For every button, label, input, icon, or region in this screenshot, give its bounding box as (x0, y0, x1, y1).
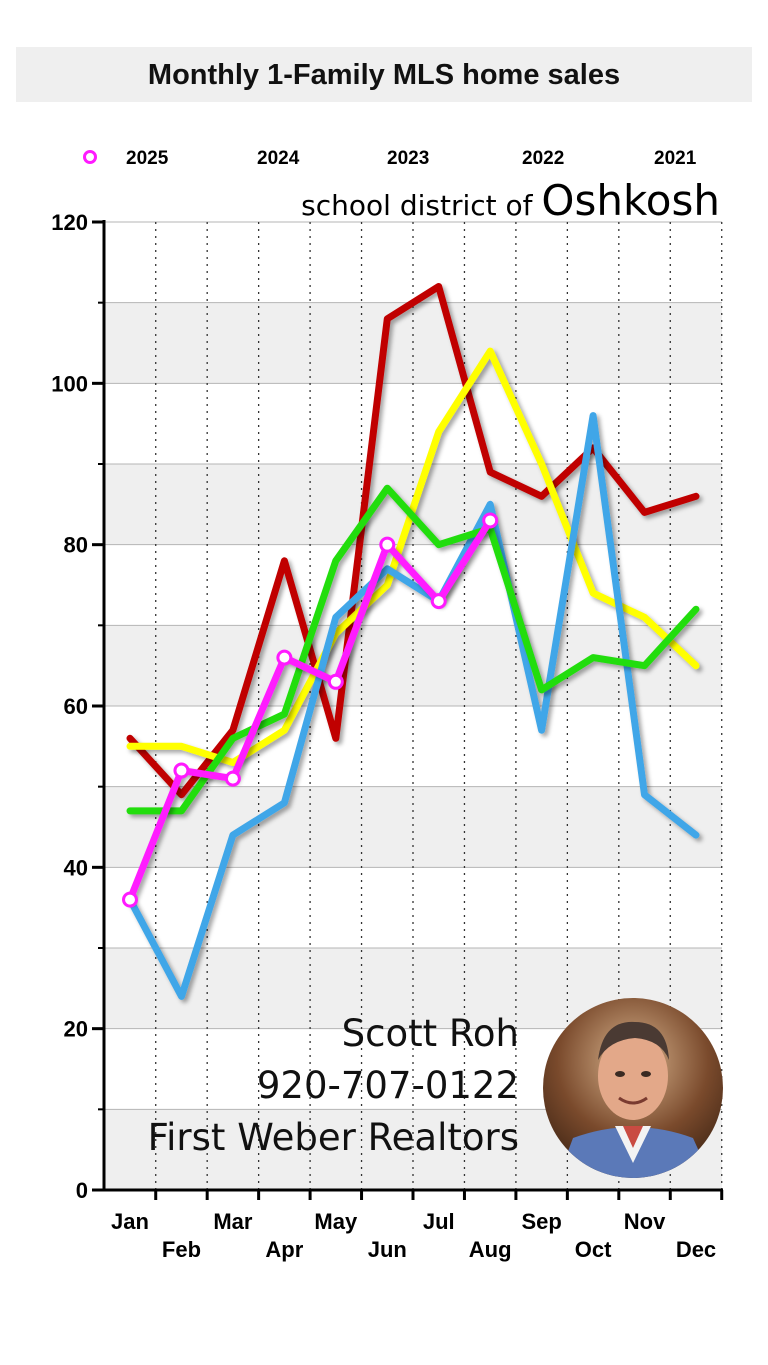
title-bar: Monthly 1-Family MLS home sales (16, 47, 752, 102)
subtitle-prefix: school district of (301, 189, 541, 222)
series-line-2025 (126, 517, 494, 904)
legend-label-2024: 2024 (257, 148, 300, 169)
x-tick-label: May (314, 1209, 358, 1234)
x-tick-label: Jun (368, 1237, 407, 1262)
legend-label-2022: 2022 (522, 148, 564, 169)
x-tick-label: Jan (111, 1209, 149, 1234)
data-point-2025 (122, 891, 138, 908)
agent-phone: 920-707-0122 (257, 1064, 519, 1107)
legend-label-2025: 2025 (126, 148, 169, 169)
agent-photo (543, 998, 723, 1178)
data-point-2025 (482, 512, 499, 529)
data-point-2025 (379, 536, 396, 553)
y-tick-label: 20 (64, 1017, 88, 1042)
legend-label-2023: 2023 (387, 148, 429, 169)
y-tick-label: 0 (76, 1178, 88, 1203)
x-tick-label: Nov (624, 1209, 666, 1234)
series-line-2024 (126, 484, 700, 815)
y-tick-label: 120 (51, 210, 88, 235)
data-point-2025 (173, 762, 190, 779)
chart-title: Monthly 1-Family MLS home sales (147, 59, 621, 91)
agent-portrait-icon (543, 998, 723, 1178)
x-tick-label: Oct (575, 1237, 612, 1262)
y-tick-label: 100 (51, 371, 88, 396)
legend-marker-2025 (83, 150, 97, 164)
agent-company: First Weber Realtors (148, 1116, 519, 1159)
data-point-2025 (327, 673, 344, 690)
series-layer (122, 283, 700, 1000)
x-tick-label: Dec (676, 1237, 716, 1262)
x-tick-label: Mar (213, 1209, 253, 1234)
x-tick-label: Jul (423, 1209, 455, 1234)
legend: 2025 2024 2023 2022 2021 (60, 148, 697, 169)
y-tick-label: 60 (64, 694, 88, 719)
series-line-2022 (126, 347, 700, 766)
series-line-2023 (126, 412, 700, 1000)
data-point-2025 (276, 649, 293, 666)
x-tick-label: Apr (265, 1237, 303, 1262)
y-tick-label: 80 (64, 533, 88, 558)
subtitle: school district of Oshkosh (301, 176, 720, 225)
plot-band (104, 786, 722, 868)
y-tick-label: 40 (64, 855, 88, 880)
chart-text: 0 20 40 60 80 100 120 Jan Feb Mar Apr May Jun Jul Aug S… (51, 176, 720, 1262)
data-point-2025 (430, 593, 447, 610)
data-point-2025 (224, 770, 241, 787)
x-tick-label: Sep (521, 1209, 561, 1234)
x-tick-label: Aug (469, 1237, 512, 1262)
axes (92, 220, 724, 1200)
x-tick-label: Feb (162, 1237, 201, 1262)
agent-name: Scott Roh (342, 1012, 519, 1055)
legend-label-2021: 2021 (654, 148, 697, 169)
subtitle-city: Oshkosh (541, 176, 720, 225)
